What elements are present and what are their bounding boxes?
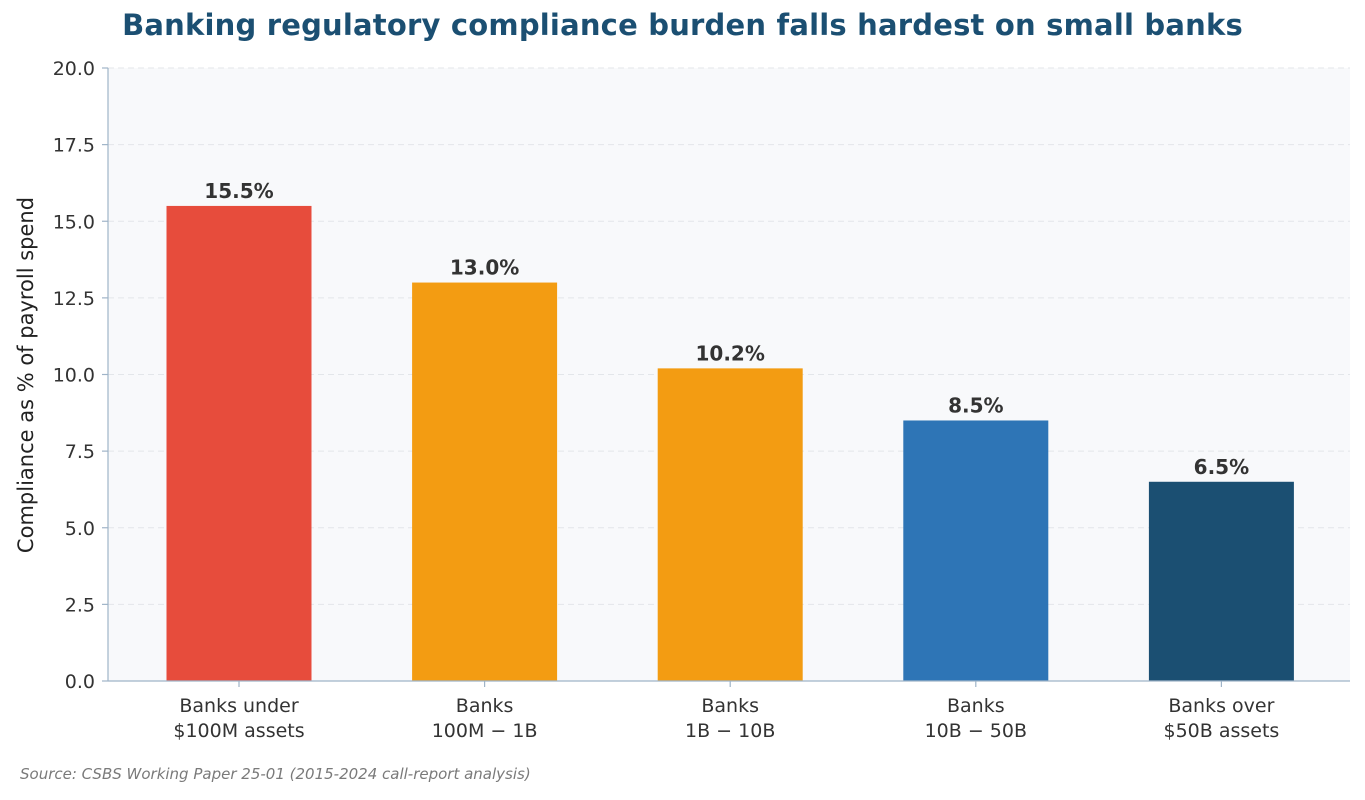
y-tick-label: 12.5 [53, 288, 95, 310]
y-tick-label: 17.5 [53, 135, 95, 157]
bar-value-label: 13.0% [450, 256, 519, 280]
x-tick-label: $50B assets [1163, 720, 1279, 742]
y-tick-label: 10.0 [53, 365, 95, 387]
y-axis-label: Compliance as % of payroll spend [14, 197, 38, 553]
y-tick-label: 7.5 [65, 441, 95, 463]
x-tick-label: Banks [947, 695, 1005, 717]
x-tick-label: Banks [456, 695, 514, 717]
x-tick-label: Banks [701, 695, 759, 717]
x-tick-label: Banks over [1168, 695, 1274, 717]
bar [1148, 481, 1294, 681]
y-tick-label: 20.0 [53, 58, 95, 80]
bar-value-label: 6.5% [1194, 455, 1249, 479]
y-tick-label: 0.0 [65, 671, 95, 693]
bar-value-label: 8.5% [948, 393, 1003, 417]
bar [412, 282, 558, 681]
bar-value-label: 15.5% [204, 179, 273, 203]
bar [657, 368, 803, 681]
bar [903, 420, 1049, 681]
y-tick-label: 5.0 [65, 518, 95, 540]
y-tick-label: 2.5 [65, 594, 95, 616]
y-tick-label: 15.0 [53, 211, 95, 233]
bar [166, 205, 312, 682]
labels: 0.0 2.5 5.0 7.5 10.0 12.5 15.0 17.5 20.0 15.5% Ban… [53, 58, 1280, 742]
x-tick-label: $100M assets [173, 720, 304, 742]
source-note: Source: CSBS Working Paper 25-01 (2015-2… [20, 765, 531, 783]
chart-title: Banking regulatory compliance burden fal… [122, 8, 1243, 42]
x-tick-label: 1B − 10B [685, 720, 775, 742]
x-tick-label: Banks under [179, 695, 298, 717]
x-tick-label: 10B − 50B [925, 720, 1027, 742]
bar-value-label: 10.2% [696, 341, 765, 365]
bars [166, 205, 1294, 682]
x-tick-label: 100M − 1B [432, 720, 538, 742]
axes [102, 67, 1350, 687]
